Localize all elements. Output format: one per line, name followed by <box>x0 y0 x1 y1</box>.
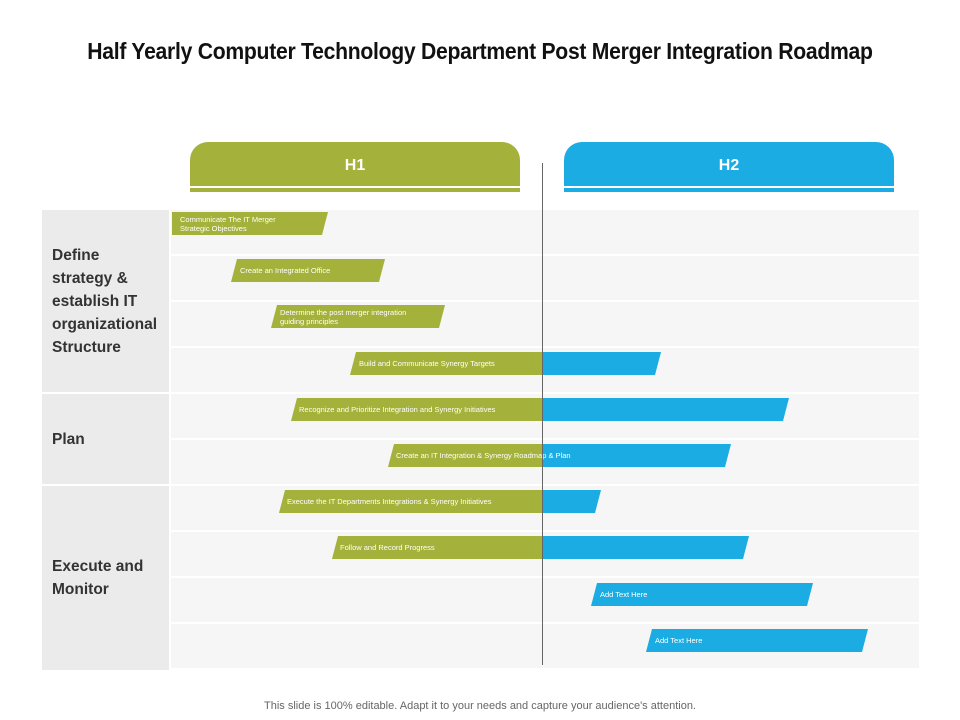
half-divider-line <box>542 163 543 665</box>
category-sidebar <box>42 210 169 670</box>
task-bar-h2-segment <box>543 536 749 559</box>
task-bar-h1-segment <box>388 444 543 467</box>
task-label: Build and Communicate Synergy Targets <box>359 359 495 368</box>
task-bar-h2-segment <box>543 444 731 467</box>
task-bar-h1-segment <box>271 305 445 328</box>
category-label: Plan <box>52 430 85 448</box>
task-label: Add Text Here <box>655 636 703 645</box>
task-bar-h1-segment <box>332 536 543 559</box>
task-label: Create an IT Integration & Synergy Roadm… <box>396 451 571 460</box>
task-label: Communicate The IT Merger Strategic Obje… <box>180 214 276 233</box>
task-bar-h2-segment <box>543 398 789 421</box>
category-execute-monitor: Execute and Monitor <box>42 486 169 670</box>
page-title: Half Yearly Computer Technology Departme… <box>87 38 873 64</box>
task-bar-h2-segment <box>591 583 813 606</box>
task-bar-h2-segment <box>646 629 868 652</box>
category-label: Define strategy & establish IT organizat… <box>52 246 158 356</box>
task-label: Create an Integrated Office <box>240 266 331 275</box>
task-bar-h1-segment <box>279 490 543 513</box>
task-bar-h1-segment <box>350 352 543 375</box>
h1-header: H1 <box>190 142 520 192</box>
task-label: Execute the IT Departments Integrations … <box>287 497 492 506</box>
footer-note: This slide is 100% editable. Adapt it to… <box>264 700 696 712</box>
task-bar-h2-segment <box>543 352 661 375</box>
task-bar-h2-segment <box>543 490 601 513</box>
task-bar-h1-segment <box>291 398 543 421</box>
category-label: Execute and Monitor <box>52 558 144 598</box>
task-label: Add Text Here <box>600 590 648 599</box>
task-label: Recognize and Prioritize Integration and… <box>299 405 496 414</box>
h1-label: H1 <box>344 157 366 174</box>
h2-header: H2 <box>564 142 894 192</box>
task-bar-h1-segment <box>231 259 385 282</box>
task-label: Determine the post merger integration gu… <box>280 307 407 326</box>
task-label: Follow and Record Progress <box>340 543 435 552</box>
h2-label: H2 <box>718 157 740 174</box>
category-define-strategy: Define strategy & establish IT organizat… <box>42 210 169 394</box>
category-plan: Plan <box>42 394 169 486</box>
task-bar-h1-segment <box>172 212 328 235</box>
